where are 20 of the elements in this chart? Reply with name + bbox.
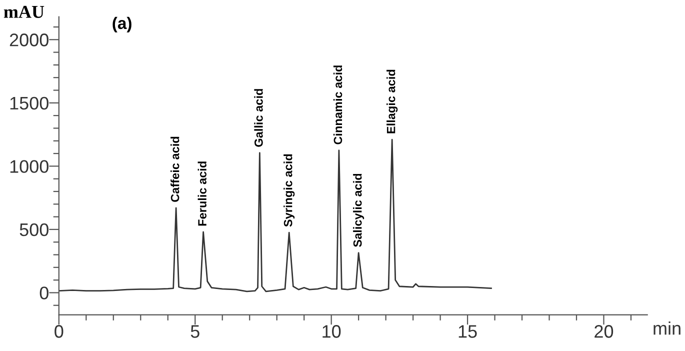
annotation: Salicylic acid bbox=[353, 174, 364, 247]
annotation: Syringic acid bbox=[284, 154, 295, 227]
annotation: Ellagic acid bbox=[386, 70, 398, 134]
annotation: Cinnamic acid bbox=[333, 66, 342, 144]
y-tick-label: 2000 bbox=[10, 34, 48, 46]
x-tick-label: 15 bbox=[458, 325, 477, 338]
y-tick-label: 1500 bbox=[10, 96, 48, 110]
annotation: Caffeic acid bbox=[170, 136, 180, 202]
y-tick-label: 0 bbox=[40, 286, 48, 300]
x-axis-title: min bbox=[654, 322, 680, 335]
x-tick-label: 10 bbox=[322, 325, 341, 338]
chart-title: (a) bbox=[112, 16, 132, 32]
y-tick-label: 1000 bbox=[10, 160, 48, 173]
x-tick-label: 0 bbox=[54, 325, 64, 338]
y-tick-label: 500 bbox=[20, 223, 48, 236]
x-tick-label: 5 bbox=[190, 325, 200, 338]
annotation: Gallic acid bbox=[254, 89, 263, 147]
y-axis-title: mAU bbox=[4, 6, 44, 18]
x-tick-label: 20 bbox=[594, 325, 614, 338]
annotation: Ferulic acid bbox=[198, 162, 206, 226]
